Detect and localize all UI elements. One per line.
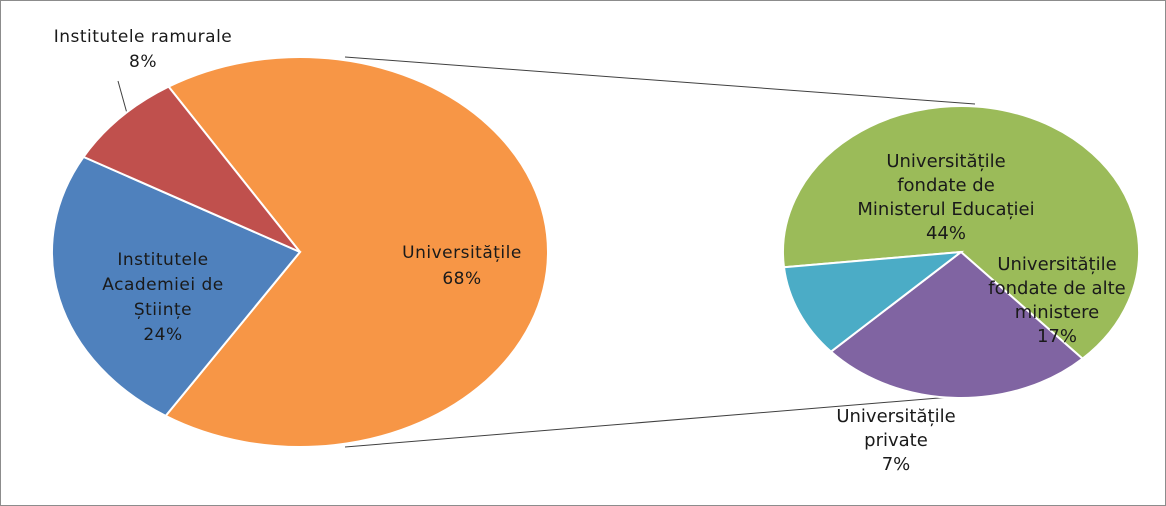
label-institutele-academiei-line2: Academiei de xyxy=(102,275,223,295)
label-univ-ministerul-line2: fondate de xyxy=(897,175,995,196)
connector-line-bottom xyxy=(344,394,976,448)
label-univ-ministerul-line3: Ministerul Educației xyxy=(857,199,1034,220)
slice-universitatile-fondate-de-ministerul-educatiei xyxy=(782,105,1140,360)
value-institutele-ramurale: 8% xyxy=(129,52,157,72)
label-univ-alte-ministere-line3: ministere xyxy=(1015,302,1100,323)
label-institutele-academiei-line3: Științe xyxy=(134,300,192,320)
value-univ-private: 7% xyxy=(882,454,911,475)
secondary-pie xyxy=(782,105,1140,399)
label-univ-alte-ministere-line2: fondate de alte xyxy=(988,278,1125,299)
connector-line-top xyxy=(344,56,976,105)
label-universitatile: Universitățile xyxy=(402,243,522,263)
label-univ-alte-ministere-line1: Universitățile xyxy=(997,254,1116,275)
value-institutele-academiei: 24% xyxy=(143,325,182,345)
slice-institutele-ramurale xyxy=(81,85,301,253)
value-universitatile: 68% xyxy=(442,269,481,289)
main-pie xyxy=(51,56,549,448)
slice-universitatile-fondate-de-alte-ministere xyxy=(829,250,1085,399)
value-univ-ministerul: 44% xyxy=(926,223,966,244)
slice-universitatile-private xyxy=(782,250,965,353)
leader-line-institutele-ramurale xyxy=(117,80,129,118)
label-institutele-ramurale: Institutele ramurale xyxy=(54,27,233,47)
slice-institutele-academiei-de-stiinte xyxy=(51,155,302,418)
slice-universitatile xyxy=(164,56,549,448)
label-univ-private-line1: Universitățile xyxy=(836,406,955,427)
label-univ-ministerul-line1: Universitățile xyxy=(886,151,1005,172)
label-univ-private-line2: private xyxy=(864,430,928,451)
value-univ-alte-ministere: 17% xyxy=(1037,326,1077,347)
label-institutele-academiei-line1: Institutele xyxy=(117,250,208,270)
